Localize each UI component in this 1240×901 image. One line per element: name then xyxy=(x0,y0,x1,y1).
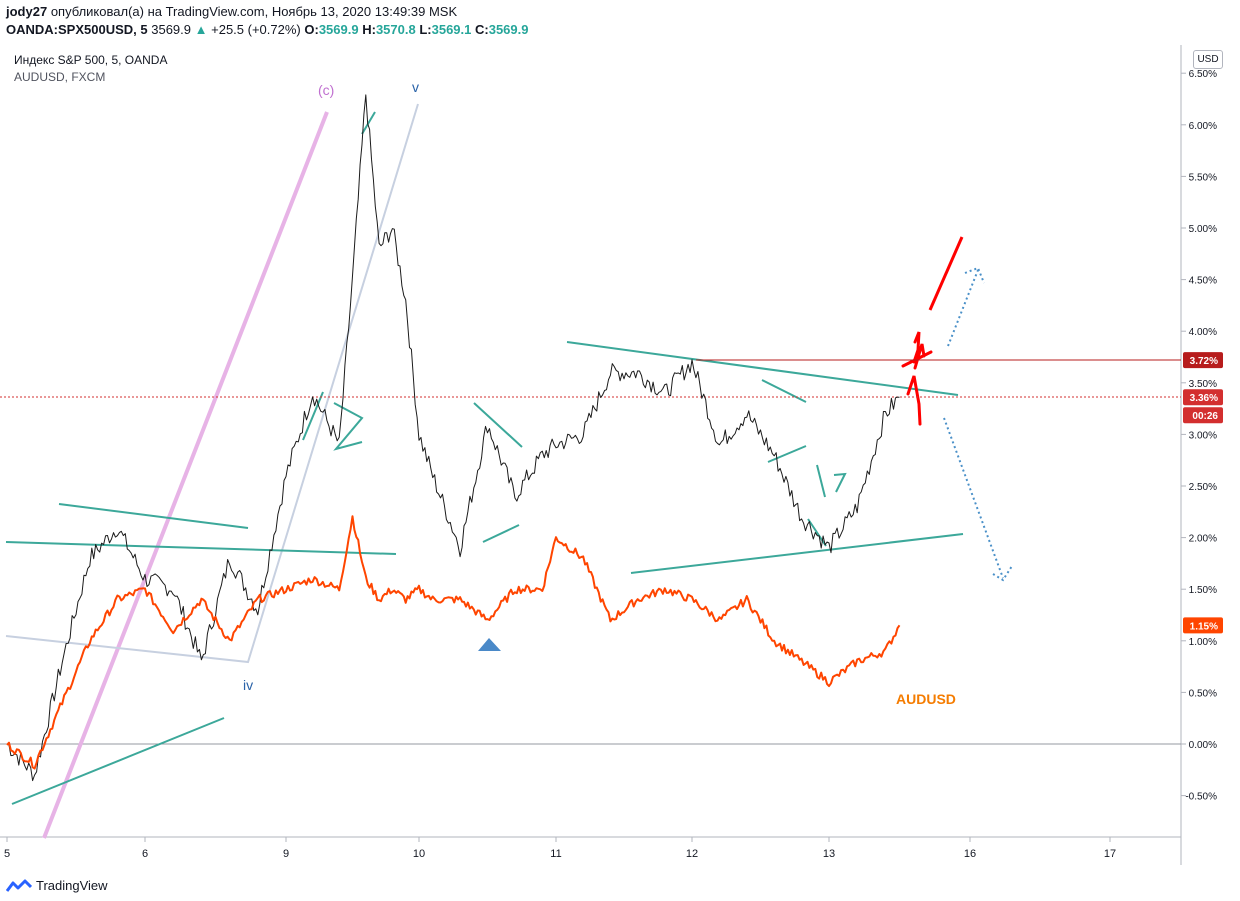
wave-c-label: (c) xyxy=(318,82,334,98)
low-label: L: xyxy=(419,22,432,37)
price-change: +25.5 (+0.72%) xyxy=(211,22,301,37)
trendline-left-upper[interactable] xyxy=(58,503,249,529)
price-badge-bg xyxy=(1183,407,1223,424)
x-tick-label: 11 xyxy=(550,848,561,860)
price-badge-label: 1.15% xyxy=(1190,621,1218,632)
plot-area xyxy=(0,45,1182,865)
trendline-triangle-top[interactable] xyxy=(566,341,959,396)
up-arrow-icon: ▲ xyxy=(194,22,208,37)
price-badge-bg xyxy=(1183,617,1223,634)
series-layer xyxy=(6,94,901,782)
wave-channel-line[interactable] xyxy=(5,103,419,664)
footer-brand-name: TradingView xyxy=(36,878,108,893)
y-tick-label: 5.50% xyxy=(1189,172,1217,183)
legend-compare-series[interactable]: AUDUSD, FXCM xyxy=(14,70,106,84)
symbol-name[interactable]: OANDA:SPX500USD, 5 xyxy=(6,22,148,37)
price-badge-bg xyxy=(1183,352,1223,369)
price-badge-bg xyxy=(1183,389,1223,406)
projection-arrow-up[interactable] xyxy=(947,269,979,347)
close-label: C: xyxy=(475,22,489,37)
y-tick-label: 6.00% xyxy=(1189,121,1217,132)
x-tick-label: 9 xyxy=(283,848,289,860)
y-tick-label: 5.00% xyxy=(1189,224,1217,235)
y-tick-label: -0.50% xyxy=(1185,792,1217,803)
wave-v-label: v xyxy=(412,79,419,95)
last-price: 3569.9 xyxy=(151,22,191,37)
high-label: H: xyxy=(362,22,376,37)
x-tick-label: 13 xyxy=(823,848,835,860)
tradingview-logo-icon xyxy=(6,879,32,892)
drawing-layer[interactable] xyxy=(0,103,1181,839)
footer-brand[interactable]: TradingView xyxy=(6,878,108,893)
projection-arrow-down[interactable] xyxy=(943,417,1004,579)
x-tick-label: 12 xyxy=(686,848,698,860)
flag-5[interactable] xyxy=(482,524,520,543)
high-value: 3570.8 xyxy=(375,22,416,37)
price-axis[interactable]: 6.50% 6.00% 5.50% 5.00% 4.50% 4.00% 3.50% 3.00%… xyxy=(1181,69,1217,803)
publish-info: jody27 опубликовал(а) на TradingView.com… xyxy=(6,4,457,19)
y-tick-label: 3.00% xyxy=(1189,430,1217,441)
x-tick-label: 10 xyxy=(413,848,425,860)
flag-7[interactable] xyxy=(767,445,807,463)
red-scribble-arrow[interactable] xyxy=(901,331,933,426)
y-tick-label: 0.00% xyxy=(1189,740,1217,751)
x-tick-label: 6 xyxy=(142,848,148,860)
projection-arrow-down-head[interactable] xyxy=(992,565,1013,582)
open-label: O: xyxy=(304,22,319,37)
open-value: 3569.9 xyxy=(318,22,359,37)
flag-3[interactable] xyxy=(361,111,376,135)
wave-c-line[interactable] xyxy=(42,111,329,839)
time-axis[interactable]: 5 6 9 10 11 12 13 16 17 xyxy=(4,837,1116,860)
price-badge-label: 3.72% xyxy=(1190,356,1218,367)
legend-main-series[interactable]: Индекс S&P 500, 5, OANDA xyxy=(14,53,168,67)
y-tick-label: 0.50% xyxy=(1189,688,1217,699)
flag-1[interactable] xyxy=(302,391,324,441)
trendline-neckline[interactable] xyxy=(5,541,397,555)
y-tick-label: 4.00% xyxy=(1189,327,1217,338)
x-tick-label: 5 xyxy=(4,848,10,860)
wave-iv-label: iv xyxy=(243,677,253,693)
series-line-spx500[interactable] xyxy=(6,94,900,782)
series-line-audusd[interactable] xyxy=(6,515,901,770)
flag-4[interactable] xyxy=(473,402,523,448)
close-value: 3569.9 xyxy=(488,22,529,37)
flag-8[interactable] xyxy=(807,518,827,547)
y-tick-label: 2.00% xyxy=(1189,534,1217,545)
publish-text: опубликовал(а) на TradingView.com, Ноябр… xyxy=(50,4,458,19)
flag-9[interactable] xyxy=(816,464,826,498)
flag-2[interactable] xyxy=(333,402,364,451)
y-tick-label: 4.50% xyxy=(1189,276,1217,287)
y-tick-label: 2.50% xyxy=(1189,482,1217,493)
audusd-label: AUDUSD xyxy=(896,691,956,707)
y-tick-label: 1.00% xyxy=(1189,637,1217,648)
trendline-lower-left[interactable] xyxy=(11,717,225,805)
y-tick-label: 1.50% xyxy=(1189,585,1217,596)
price-badge-label: 00:26 xyxy=(1192,411,1218,422)
author-name[interactable]: jody27 xyxy=(6,4,48,19)
low-value: 3569.1 xyxy=(431,22,472,37)
flag-6[interactable] xyxy=(761,379,807,403)
price-badge-label: 3.36% xyxy=(1190,393,1218,404)
flag-10[interactable] xyxy=(833,472,847,493)
y-tick-label: 6.50% xyxy=(1189,69,1217,80)
x-tick-label: 16 xyxy=(964,848,976,860)
y-tick-label: 3.50% xyxy=(1189,379,1217,390)
currency-button[interactable]: USD xyxy=(1193,50,1223,69)
price-badges: 3.72% 3.36% 00:26 1.15% xyxy=(1183,352,1223,634)
ohlc-bar: OANDA:SPX500USD, 5 3569.9 ▲ +25.5 (+0.72… xyxy=(6,22,528,37)
x-tick-label: 17 xyxy=(1104,848,1116,860)
blue-triangle-marker[interactable] xyxy=(478,638,501,651)
trendline-triangle-bottom[interactable] xyxy=(630,533,964,574)
red-line-target[interactable] xyxy=(928,236,964,311)
